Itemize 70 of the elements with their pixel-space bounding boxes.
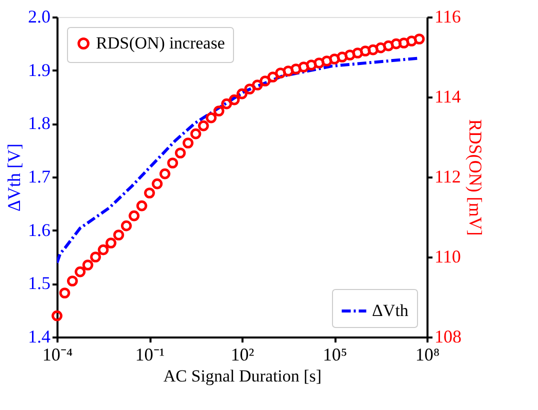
point xyxy=(236,88,248,100)
point xyxy=(390,38,402,50)
point xyxy=(59,288,70,298)
point xyxy=(406,36,418,46)
y-tick-label: 1.4 xyxy=(28,326,50,346)
point xyxy=(198,120,209,132)
point xyxy=(383,40,394,52)
point xyxy=(98,244,109,256)
point xyxy=(244,84,256,94)
point xyxy=(298,62,310,72)
point xyxy=(167,158,178,168)
point xyxy=(152,178,163,190)
y-tick-label: 1.6 xyxy=(28,220,50,240)
point xyxy=(190,128,202,140)
point xyxy=(329,54,340,64)
point xyxy=(182,138,194,148)
y-axis-title: ΔVth [V] xyxy=(4,143,24,212)
point xyxy=(275,68,286,78)
point xyxy=(221,98,232,110)
y2-tick-label: 116 xyxy=(434,6,461,26)
y2-tick-label: 112 xyxy=(434,166,461,186)
point xyxy=(352,48,364,58)
point xyxy=(206,112,217,124)
point xyxy=(128,210,140,222)
point xyxy=(252,80,263,90)
point xyxy=(82,260,94,270)
point xyxy=(113,230,124,240)
point xyxy=(159,168,170,180)
point xyxy=(290,64,302,74)
x-tick-label: 10² xyxy=(230,344,254,364)
legend-label: RDS(ON) increase xyxy=(96,34,225,52)
point xyxy=(306,60,317,70)
point xyxy=(213,106,224,116)
point xyxy=(414,34,425,44)
y-tick-label: 1.8 xyxy=(28,113,50,134)
point xyxy=(267,72,278,82)
y2-tick-label: 110 xyxy=(434,246,461,266)
point xyxy=(144,188,155,198)
point xyxy=(174,148,186,158)
y-tick-label: 2.0 xyxy=(28,6,50,26)
point xyxy=(136,200,148,212)
legend-label: ΔVth xyxy=(372,301,409,320)
point xyxy=(368,44,378,56)
point xyxy=(398,38,410,48)
point xyxy=(360,46,371,56)
x-tick-label: 10⁵ xyxy=(322,344,348,364)
point xyxy=(120,220,132,232)
point xyxy=(260,76,271,86)
x-axis-title: AC Signal Duration [s] xyxy=(163,366,322,386)
y2-tick-label: 108 xyxy=(434,326,462,346)
point xyxy=(344,50,356,60)
x-tick-label: 10⁻¹ xyxy=(135,344,165,364)
y2-tick-label: 114 xyxy=(434,86,461,106)
x-tick-label: 10⁸ xyxy=(415,344,440,364)
point xyxy=(52,310,62,322)
x-tick-label: 10⁻⁴ xyxy=(42,344,73,364)
point xyxy=(66,276,78,286)
point xyxy=(336,52,348,62)
point xyxy=(90,252,101,262)
y-tick-label: 1.9 xyxy=(28,60,50,80)
point xyxy=(321,56,332,66)
y-tick-label: 1.5 xyxy=(28,273,50,294)
point xyxy=(314,58,325,68)
y2-axis-title: RDS(ON) [mV] xyxy=(466,119,486,236)
y-tick-label: 1.7 xyxy=(28,166,50,186)
point xyxy=(74,266,86,278)
point xyxy=(228,94,240,106)
point xyxy=(106,238,116,248)
point xyxy=(375,42,386,54)
point xyxy=(282,66,294,76)
